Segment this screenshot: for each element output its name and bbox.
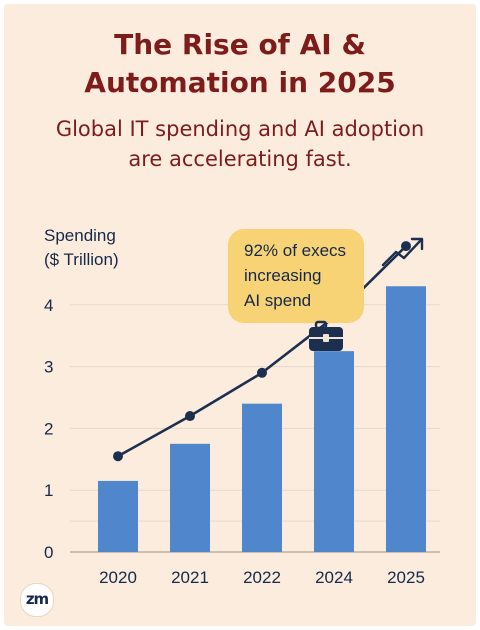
trend-point [257,367,267,378]
y-axis-label: Spending ($ Trillion) [44,224,119,272]
title-line-2: Automation in 2025 [84,66,396,99]
y-tick-label: 0 [44,543,53,562]
page-title: The Rise of AI & Automation in 2025 [0,26,480,102]
brand-logo: zm [20,583,54,617]
x-tick-label: 2022 [243,568,281,587]
y-tick-label: 2 [44,419,53,438]
y-tick-label: 3 [44,358,53,377]
callout-line-1: 92% of execs [244,241,347,260]
trending-up-icon [381,237,424,267]
trend-point [401,241,411,252]
y-tick-label: 4 [44,296,53,315]
x-tick-label: 2025 [387,568,425,587]
x-tick-labels: 2020 2021 2022 2024 2025 [99,568,425,587]
callout-line-2: increasing [244,266,322,285]
subtitle-line-1: Global IT spending and AI adoption [55,117,425,141]
trend-point [185,411,195,422]
y-axis-label-line-1: Spending [44,226,116,245]
callout-text: 92% of execs increasing AI spend [244,238,364,313]
subtitle-line-2: are accelerating fast. [128,147,352,171]
y-axis-label-line-2: ($ Trillion) [44,250,119,269]
bar [170,443,210,552]
title-line-1: The Rise of AI & [114,28,366,61]
page-subtitle: Global IT spending and AI adoption are a… [0,114,480,174]
callout-bubble [228,229,364,323]
x-tick-label: 2021 [171,568,209,587]
bar [242,403,282,552]
bar-series [98,286,426,552]
bar [386,286,426,552]
x-tick-label: 2024 [315,568,353,587]
trend-point [113,451,123,462]
x-tick-label: 2020 [99,568,137,587]
y-tick-label: 1 [44,481,53,500]
bar [314,351,354,552]
logo-text: zm [25,590,49,608]
y-tick-labels: 0 1 2 3 4 [44,296,53,562]
callout-line-3: AI spend [244,291,312,310]
bar [98,480,138,552]
